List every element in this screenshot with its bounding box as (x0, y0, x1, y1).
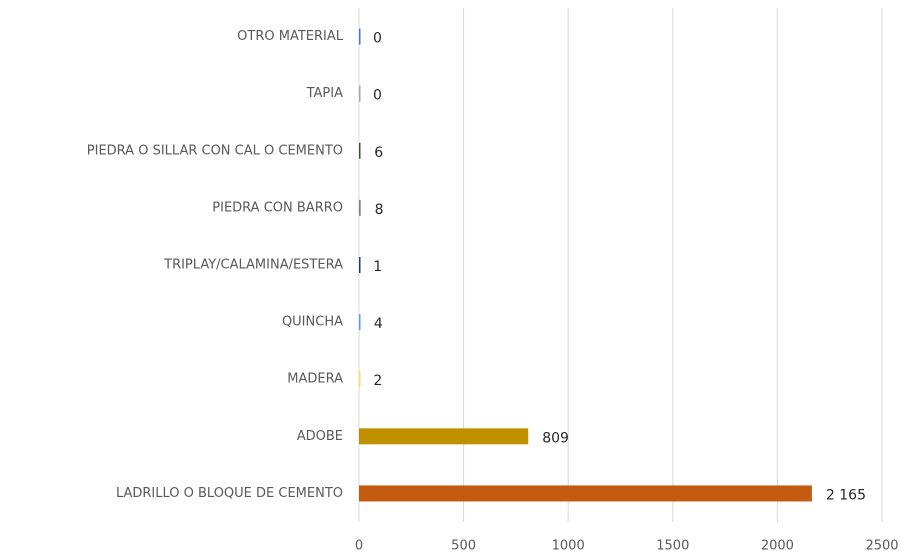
y-tick-label: OTRO MATERIAL (237, 29, 344, 44)
data-label: 6 (374, 145, 383, 161)
data-label: 809 (542, 430, 569, 446)
y-tick-label: PIEDRA O SILLAR CON CAL O CEMENTO (87, 143, 343, 158)
y-tick-label: LADRILLO O BLOQUE DE CEMENTO (116, 486, 343, 501)
bar (359, 257, 361, 273)
y-tick-label: QUINCHA (282, 315, 343, 330)
bar (359, 485, 812, 502)
data-label: 2 (373, 373, 382, 389)
bar (359, 199, 361, 216)
data-label: 2 165 (826, 487, 866, 503)
x-tick-label: 0 (355, 539, 363, 554)
data-label: 4 (374, 316, 383, 332)
y-tick-label: TRIPLAY/CALAMINA/ESTERA (163, 258, 343, 273)
data-label: 0 (373, 31, 382, 47)
x-tick-label: 500 (451, 539, 476, 554)
y-tick-label: TAPIA (306, 86, 343, 101)
bar (359, 142, 361, 159)
x-tick-label: 2500 (865, 539, 898, 554)
x-tick-label: 1500 (656, 539, 689, 554)
bar (359, 28, 361, 45)
data-label: 0 (373, 88, 382, 104)
x-tick-label: 1000 (552, 539, 585, 554)
x-tick-label: 2000 (761, 539, 794, 554)
bar (359, 371, 361, 388)
y-tick-label: PIEDRA CON BARRO (212, 200, 343, 215)
bar (359, 428, 529, 445)
y-tick-label: ADOBE (297, 429, 343, 444)
y-tick-label: MADERA (287, 372, 343, 387)
bar (359, 85, 361, 102)
bar (359, 314, 361, 331)
data-label: 1 (373, 259, 382, 275)
data-label: 8 (375, 202, 384, 218)
